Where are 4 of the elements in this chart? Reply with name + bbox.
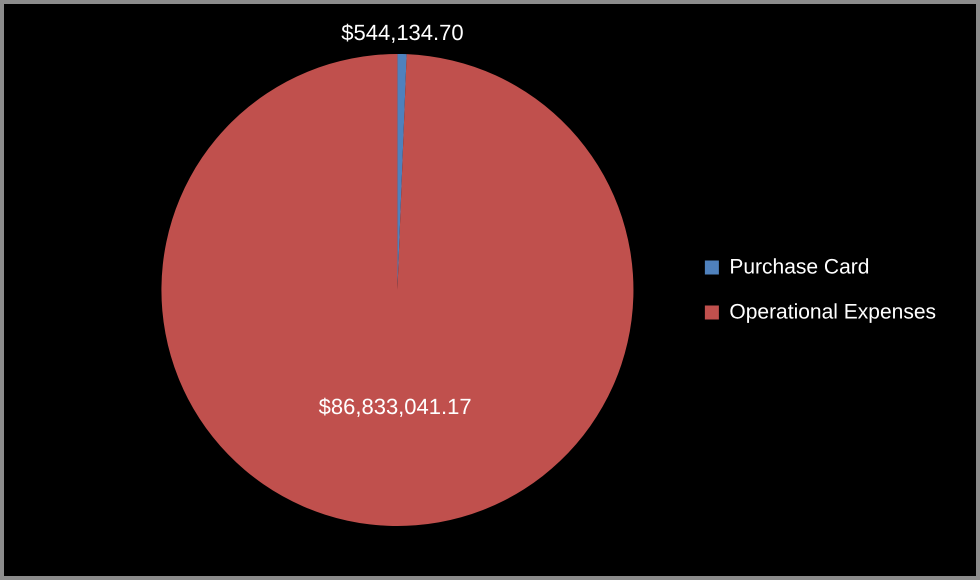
legend-label: Operational Expenses: [729, 300, 936, 324]
legend-label: Purchase Card: [729, 255, 870, 278]
data-label: $86,833,041.17: [318, 394, 472, 420]
data-label: $544,134.70: [341, 20, 464, 46]
